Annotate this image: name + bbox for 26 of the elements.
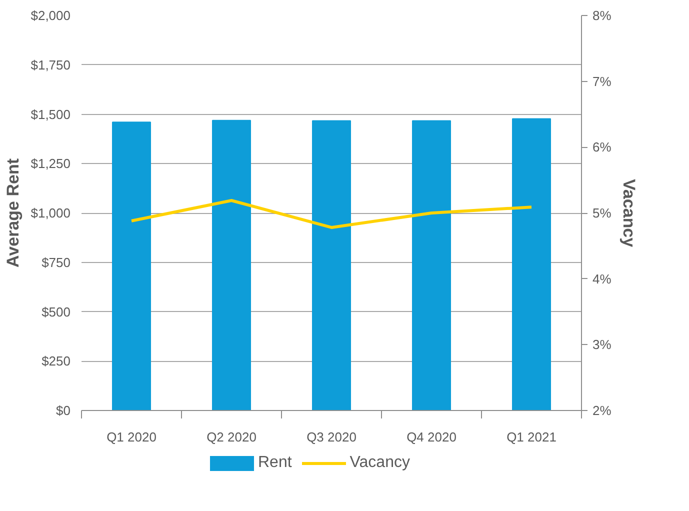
x-tick-label: Q3 2020 — [306, 430, 356, 444]
y-axis-title: Average Rent — [4, 158, 23, 268]
y-tick-label: $750 — [42, 254, 70, 270]
y2-tick-label: 3% — [592, 337, 612, 352]
y2-tick-label: 5% — [592, 206, 612, 220]
x-tick-label: Q2 2020 — [206, 430, 256, 444]
y-tick-label: $1,750 — [30, 57, 71, 72]
y-tick-label: $250 — [42, 354, 70, 369]
y2-tick-label: 7% — [592, 74, 612, 89]
y-tick-label: $0 — [56, 403, 71, 418]
y-tick-label: $1,500 — [30, 106, 71, 122]
x-tick-label: Q1 2020 — [106, 430, 156, 444]
y2-tick-label: 6% — [592, 140, 612, 155]
y-tick-label: $2,000 — [30, 8, 71, 23]
y-tick-label: $1,250 — [30, 156, 71, 172]
x-tick-label: Q4 2020 — [406, 430, 456, 444]
y-tick-label: $500 — [42, 304, 70, 320]
y2-tick-label: 4% — [592, 271, 612, 286]
legend-label: Vacancy — [350, 454, 410, 471]
y2-axis-title: Vacancy — [619, 178, 638, 248]
legend-label: Rent — [258, 454, 292, 471]
y-tick-label: $1,000 — [30, 206, 71, 220]
y2-tick-label: 2% — [592, 403, 612, 418]
x-tick-label: Q1 2021 — [506, 430, 556, 444]
y2-tick-label: 8% — [592, 8, 612, 23]
line-series — [130, 198, 533, 229]
